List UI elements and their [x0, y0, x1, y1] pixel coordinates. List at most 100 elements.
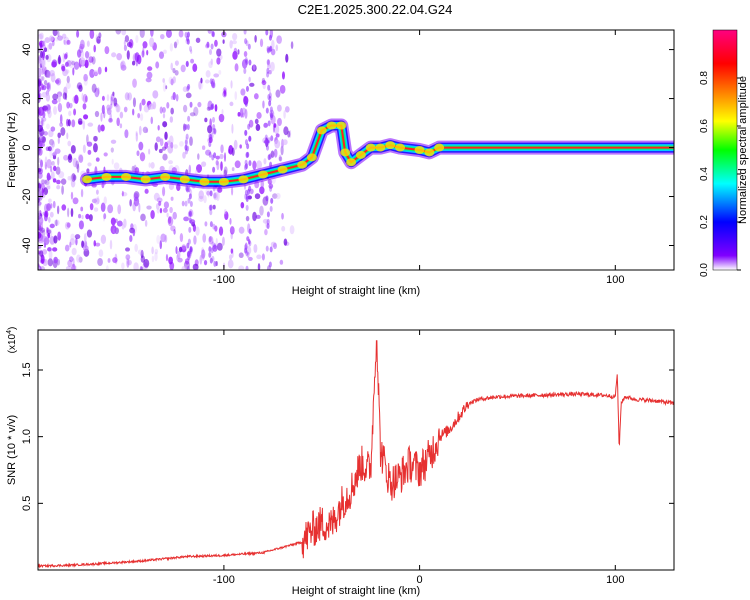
- noise-speck: [188, 164, 192, 174]
- noise-speck: [138, 202, 141, 213]
- noise-speck: [135, 130, 138, 137]
- noise-speck: [38, 256, 41, 263]
- noise-speck: [189, 136, 193, 147]
- spectrogram-ridge: [79, 118, 674, 189]
- spectrogram-xlabel: Height of straight line (km): [292, 285, 420, 297]
- noise-speck: [75, 160, 80, 170]
- noise-streak: [212, 123, 216, 130]
- noise-streak: [211, 30, 215, 37]
- ridge-point: [414, 146, 425, 154]
- noise-speck: [249, 82, 255, 87]
- noise-streak: [265, 30, 269, 36]
- noise-streak: [208, 151, 212, 158]
- noise-speck: [50, 203, 53, 209]
- figure-title: C2E1.2025.300.22.04.G24: [298, 2, 453, 17]
- noise-streak: [269, 106, 273, 113]
- noise-streak: [269, 246, 273, 253]
- noise-speck: [212, 204, 216, 210]
- noise-speck: [94, 87, 100, 98]
- noise-speck: [69, 241, 72, 248]
- noise-speck: [212, 244, 218, 252]
- noise-speck: [278, 156, 283, 162]
- noise-speck: [88, 51, 91, 61]
- noise-speck: [137, 55, 141, 63]
- noise-streak: [187, 238, 191, 245]
- noise-speck: [76, 30, 80, 38]
- noise-streak: [186, 31, 190, 38]
- noise-speck: [72, 258, 75, 268]
- noise-speck: [185, 92, 192, 99]
- snr-frame: [37, 329, 675, 571]
- noise-streak: [213, 260, 217, 267]
- noise-speck: [45, 104, 51, 111]
- noise-speck: [161, 146, 167, 151]
- noise-speck: [41, 68, 44, 76]
- noise-streak: [189, 45, 193, 52]
- noise-speck: [248, 76, 251, 83]
- noise-streak: [188, 226, 192, 233]
- noise-speck: [43, 131, 48, 136]
- noise-speck: [46, 203, 51, 212]
- noise-speck: [40, 116, 43, 121]
- noise-streak: [184, 200, 188, 207]
- spectrogram-frame: [37, 29, 675, 271]
- noise-speck: [45, 182, 51, 188]
- noise-speck: [134, 243, 138, 252]
- noise-speck: [115, 30, 122, 35]
- noise-streak: [246, 143, 250, 150]
- noise-speck: [67, 207, 70, 218]
- noise-speck: [203, 260, 208, 266]
- noise-speck: [151, 246, 154, 255]
- noise-speck: [273, 242, 277, 250]
- noise-speck: [216, 191, 220, 202]
- noise-speck: [68, 110, 72, 117]
- noise-speck: [142, 41, 148, 49]
- noise-speck: [223, 89, 227, 97]
- noise-speck: [166, 212, 169, 218]
- noise-speck: [278, 37, 282, 45]
- noise-speck: [132, 108, 135, 116]
- noise-speck: [145, 128, 149, 133]
- noise-speck: [160, 34, 165, 40]
- noise-streak: [213, 192, 217, 199]
- noise-speck: [38, 183, 42, 189]
- noise-speck: [93, 197, 100, 205]
- noise-speck: [61, 185, 64, 195]
- noise-speck: [165, 85, 168, 90]
- noise-speck: [231, 147, 235, 156]
- noise-speck: [44, 156, 48, 166]
- noise-streak: [212, 82, 216, 89]
- noise-speck: [38, 124, 41, 131]
- noise-speck: [50, 144, 54, 152]
- noise-speck: [119, 111, 124, 119]
- noise-speck: [218, 226, 224, 236]
- noise-speck: [254, 35, 257, 43]
- noise-speck: [139, 102, 142, 112]
- noise-speck: [81, 215, 84, 220]
- noise-speck: [207, 190, 210, 198]
- noise-streak: [266, 139, 270, 146]
- noise-speck: [46, 158, 52, 169]
- ridge-point: [121, 172, 132, 181]
- noise-speck: [272, 193, 278, 199]
- noise-speck: [97, 257, 103, 267]
- noise-speck: [98, 249, 104, 257]
- colorbar-gradient: [712, 29, 738, 271]
- noise-speck: [117, 204, 122, 215]
- noise-speck: [204, 117, 208, 123]
- xtick-label: 0: [417, 574, 423, 586]
- noise-speck: [41, 138, 45, 148]
- noise-speck: [156, 208, 161, 214]
- noise-speck: [220, 161, 223, 171]
- noise-speck: [137, 249, 144, 255]
- noise-speck: [148, 148, 151, 155]
- noise-speck: [103, 196, 107, 205]
- noise-speck: [53, 235, 58, 244]
- ridge-point: [277, 165, 288, 174]
- noise-speck: [74, 234, 81, 240]
- noise-speck: [46, 185, 51, 190]
- noise-speck: [273, 123, 277, 128]
- noise-speck: [132, 78, 137, 88]
- noise-speck: [210, 58, 213, 65]
- noise-speck: [176, 250, 181, 260]
